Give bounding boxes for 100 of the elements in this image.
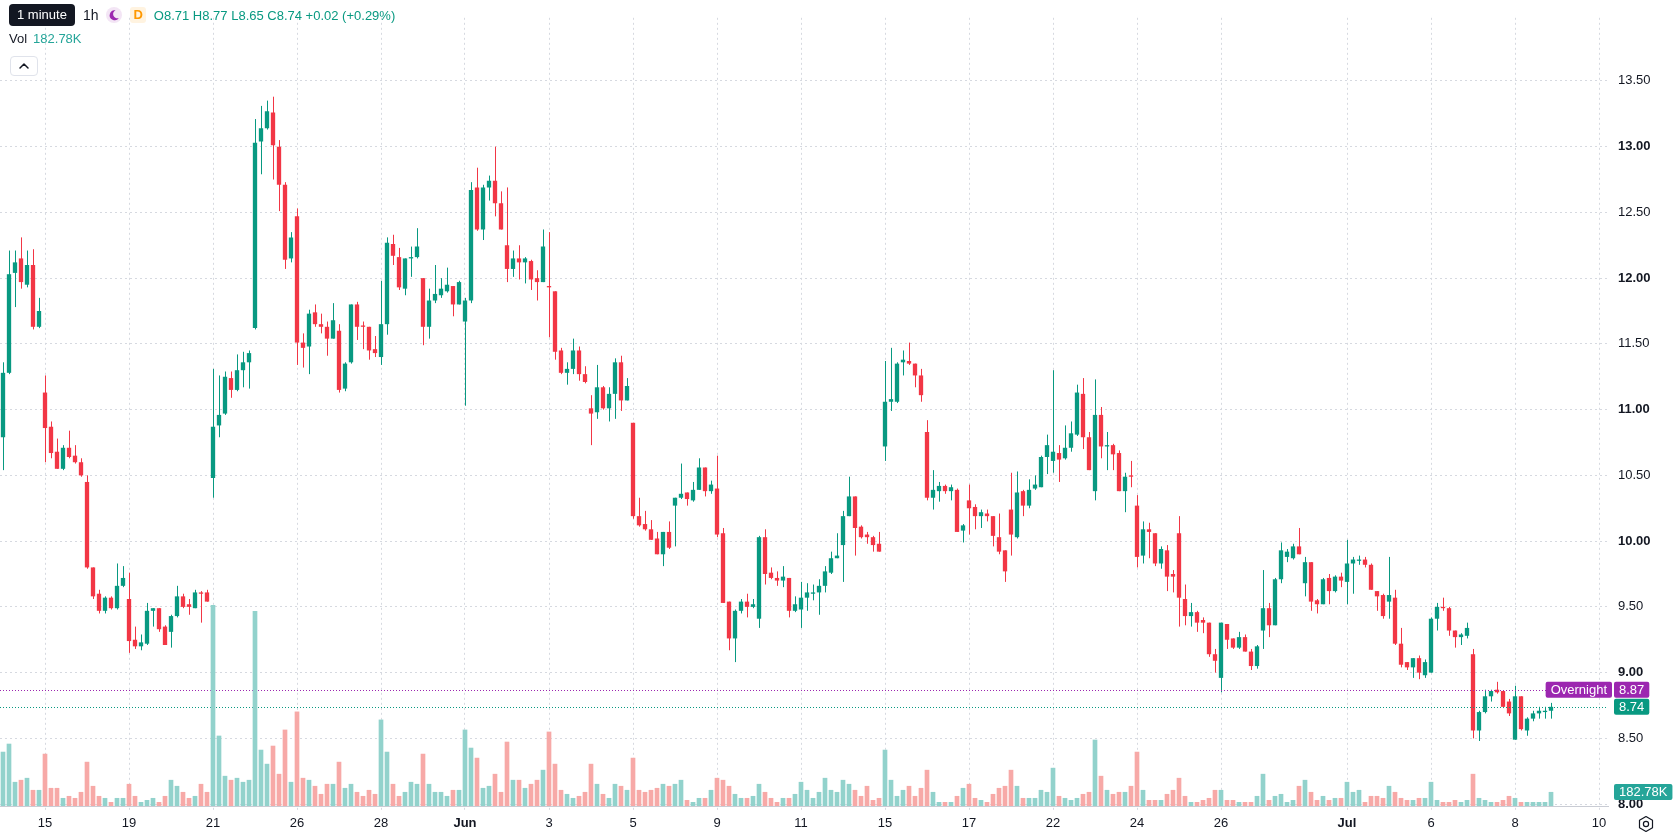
text: 8.74 <box>1619 698 1645 714</box>
candlestick <box>660 531 666 567</box>
x-tick-label: Jun <box>453 815 477 831</box>
candlestick <box>288 231 294 263</box>
x-tick-label: 3 <box>545 815 553 831</box>
candlestick <box>798 581 804 629</box>
candlestick <box>978 509 984 529</box>
candlestick <box>1026 478 1032 509</box>
candlestick <box>1260 569 1266 650</box>
candlestick <box>972 503 978 530</box>
x-tick-label: 17 <box>961 815 977 831</box>
y-tick-label: 11.50 <box>1618 335 1650 351</box>
candlestick <box>990 515 996 547</box>
candlestick <box>372 335 378 358</box>
y-tick-label: 11.00 <box>1618 401 1650 417</box>
chart-title: 1h <box>82 7 99 23</box>
candlestick <box>1020 489 1026 517</box>
candlestick <box>1446 606 1452 637</box>
x-tick-label: 19 <box>121 815 137 831</box>
candlestick <box>432 264 438 304</box>
candlestick <box>258 105 264 175</box>
candlestick <box>906 342 912 366</box>
candlestick <box>78 457 84 478</box>
candlestick <box>1188 602 1194 628</box>
candlestick <box>1170 569 1176 593</box>
candlestick <box>114 562 120 611</box>
candlestick <box>1122 472 1128 513</box>
candlestick <box>18 236 24 290</box>
candlestick <box>516 244 522 280</box>
candlestick <box>606 386 612 422</box>
x-tick-label: 24 <box>1129 815 1145 831</box>
x-tick-label: Jul <box>1337 815 1357 831</box>
candlestick <box>1296 527 1302 555</box>
candlestick <box>1224 623 1230 650</box>
candlestick <box>1128 460 1134 488</box>
x-tick-label: 21 <box>205 815 221 831</box>
candlestick <box>12 250 18 308</box>
x-tick-label: 5 <box>629 815 637 831</box>
candlestick <box>570 338 576 375</box>
candlestick <box>846 476 852 517</box>
text: 182.78K <box>33 31 82 46</box>
candlestick <box>60 444 66 471</box>
x-tick-label: 8 <box>1511 815 1519 831</box>
candlestick <box>1326 573 1332 605</box>
candlestick <box>822 565 828 593</box>
y-tick-label: 10.00 <box>1618 532 1651 548</box>
candlestick <box>198 590 204 624</box>
candlestick <box>168 614 174 649</box>
candlestick <box>600 385 606 411</box>
candlestick <box>96 589 102 614</box>
candlestick <box>66 430 72 459</box>
candlestick <box>156 607 162 633</box>
candlestick <box>1194 610 1200 633</box>
candlestick <box>996 513 1002 555</box>
x-tick-label: 15 <box>37 815 53 831</box>
candlestick <box>1110 443 1116 471</box>
candlestick <box>1302 556 1308 597</box>
candlestick <box>828 551 834 575</box>
chart-subtitle: O8.71 H8.77 L8.65 C8.74 +0.02 (+0.29%) <box>153 7 396 23</box>
candlestick <box>318 313 324 334</box>
candlestick <box>1476 710 1482 742</box>
x-tick-label: 26 <box>1213 815 1229 831</box>
y-tick-label: 9.50 <box>1618 598 1644 614</box>
ref-line-label: Overnight <box>1550 681 1608 697</box>
candlestick <box>1434 602 1440 632</box>
candlestick <box>534 269 540 301</box>
candlestick <box>678 463 684 500</box>
candlestick <box>1254 644 1260 670</box>
y-tick-label: 9.00 <box>1618 664 1644 680</box>
candlestick <box>240 351 246 388</box>
candlestick <box>1002 549 1008 583</box>
y-tick-label: 12.50 <box>1618 203 1651 219</box>
candlestick <box>1422 658 1428 679</box>
annotation: D <box>130 7 146 23</box>
candlestick <box>1380 593 1386 620</box>
candlestick <box>390 234 396 266</box>
candlestick <box>918 368 924 403</box>
candlestick <box>666 520 672 550</box>
candlestick <box>960 523 966 543</box>
candlestick <box>780 565 786 588</box>
y-tick-label: 10.50 <box>1618 466 1651 482</box>
candlestick <box>1068 420 1074 453</box>
candlestick <box>120 565 126 588</box>
candlestick <box>324 321 330 357</box>
candlestick <box>450 285 456 317</box>
candlestick <box>366 326 372 361</box>
candlestick <box>174 585 180 618</box>
chart-title: Vol <box>9 31 28 46</box>
y-tick-label: 8.50 <box>1618 729 1644 745</box>
candlestick <box>588 394 594 446</box>
candlestick <box>966 484 972 536</box>
candlestick <box>150 607 156 628</box>
candlestick <box>1044 434 1050 475</box>
x-tick-label: 11 <box>794 815 808 831</box>
candlestick <box>354 301 360 341</box>
candlestick <box>492 146 498 217</box>
candlestick <box>1410 657 1416 679</box>
candlestick <box>510 250 516 278</box>
x-tick-label: 15 <box>877 815 893 831</box>
candlestick <box>1248 648 1254 671</box>
